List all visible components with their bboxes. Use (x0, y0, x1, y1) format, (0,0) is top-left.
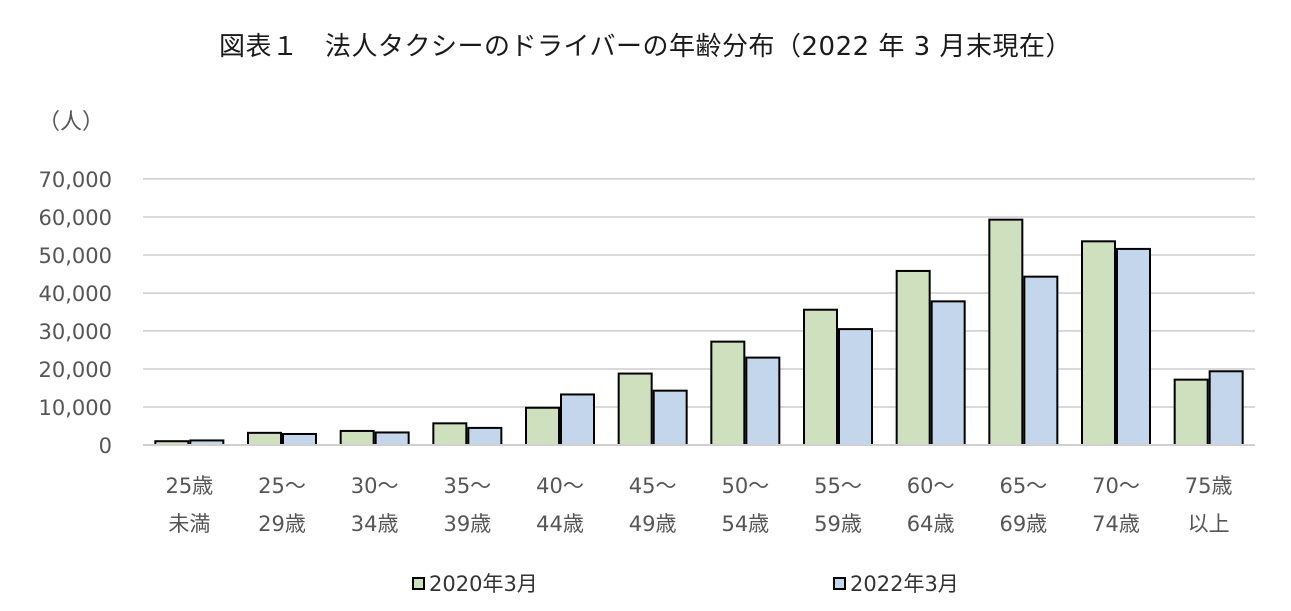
y-tick-label: 30,000 (39, 320, 112, 344)
x-category-label: 75歳 (1185, 474, 1233, 498)
bar-series-2 (838, 328, 873, 447)
y-axis-unit-label: （人） (38, 110, 105, 135)
x-category-label: 44歳 (536, 512, 584, 536)
gridlines (143, 178, 1255, 408)
bar-series-2 (1023, 275, 1059, 446)
chart-title: 図表１ 法人タクシーのドライバーの年齢分布（2022 年 3 月末現在） (219, 32, 1072, 62)
y-tick-label: 0 (99, 434, 112, 458)
x-category-label: 40～ (536, 474, 584, 498)
bar-series-2 (467, 426, 503, 446)
bar-series-2 (652, 389, 688, 447)
legend-label-series-2: 2022年3月 (850, 572, 959, 596)
bar-series-2 (1208, 370, 1244, 446)
x-category-label: 69歳 (999, 512, 1047, 536)
x-category-label: 55～ (814, 474, 862, 498)
y-tick-label: 50,000 (39, 244, 112, 268)
bar-series-1 (803, 308, 838, 446)
bar-series-1 (988, 218, 1024, 446)
bar-series-1 (1081, 240, 1116, 446)
legend-item-series-2: 2022年3月 (833, 568, 959, 598)
x-category-label: 74歳 (1092, 512, 1140, 536)
x-category-label: 35～ (443, 474, 491, 498)
y-tick-label: 20,000 (39, 358, 112, 382)
y-tick-label: 10,000 (39, 396, 112, 420)
bar-series-2 (374, 431, 410, 446)
bar-series-1 (710, 340, 746, 447)
x-category-label: 25歳 (165, 474, 213, 498)
bar-series-1 (339, 429, 375, 447)
bar-series-2 (930, 300, 966, 446)
bar-series-1 (895, 269, 931, 446)
legend-item-series-1: 2020年3月 (412, 568, 538, 598)
legend-swatch-series-2 (833, 576, 846, 590)
bar-series-1 (1173, 378, 1209, 447)
bar-series-1 (432, 422, 468, 446)
x-category-label: 29歳 (258, 512, 306, 536)
x-category-label: 34歳 (351, 512, 399, 536)
x-category-label: 65～ (999, 474, 1047, 498)
y-tick-label: 60,000 (39, 206, 112, 230)
x-category-label: 49歳 (629, 512, 677, 536)
x-category-label: 25～ (258, 474, 306, 498)
legend-swatch-series-1 (412, 576, 425, 590)
y-tick-label: 40,000 (39, 282, 112, 306)
bars (154, 218, 1244, 447)
x-category-label: 60～ (907, 474, 955, 498)
x-category-label: 30～ (351, 474, 399, 498)
legend-label-series-1: 2020年3月 (429, 572, 538, 596)
bar-series-2 (282, 432, 317, 447)
x-category-label: 39歳 (443, 512, 491, 536)
x-category-label: 59歳 (814, 512, 862, 536)
x-category-label: 未満 (168, 512, 210, 536)
bar-series-1 (617, 372, 653, 446)
bar-series-2 (1116, 247, 1151, 446)
x-category-label: 54歳 (721, 512, 769, 536)
y-tick-label: 70,000 (39, 168, 112, 192)
bar-series-1 (525, 406, 560, 447)
bar-series-2 (560, 393, 595, 446)
x-category-label: 64歳 (907, 512, 955, 536)
bar-series-2 (745, 356, 781, 447)
bar-series-1 (247, 431, 282, 446)
x-category-label: 70～ (1092, 474, 1140, 498)
x-category-label: 50～ (721, 474, 769, 498)
y-axis-ticks: 0 10,000 20,000 30,000 40,000 50,000 60,000 70,… (39, 168, 112, 458)
x-category-label: 45～ (629, 474, 677, 498)
x-category-label: 以上 (1188, 512, 1230, 536)
